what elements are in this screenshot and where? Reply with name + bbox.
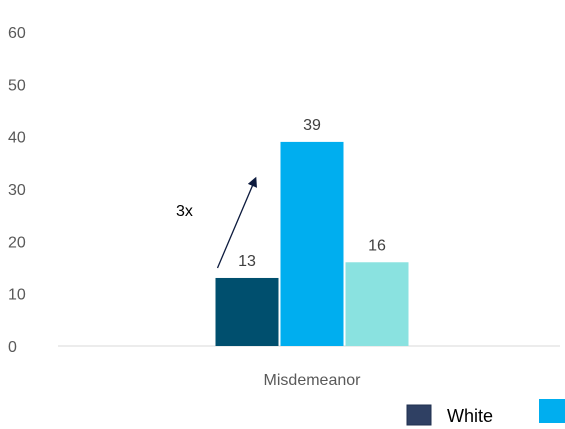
y-axis: 0 10 20 30 40 50 60 — [8, 25, 26, 356]
legend-swatch-white — [406, 404, 432, 426]
bars — [215, 141, 409, 346]
data-labels: 13 39 16 — [238, 117, 386, 270]
legend-label-white: White — [447, 406, 493, 426]
bar-series-3 — [345, 262, 409, 346]
data-label-series-3: 16 — [368, 237, 386, 254]
y-tick-label-20: 20 — [8, 234, 26, 251]
category-label: Misdemeanor — [264, 372, 362, 389]
data-label-series-2: 39 — [303, 117, 321, 134]
y-tick-label-30: 30 — [8, 182, 26, 199]
annotation-arrow — [216, 176, 257, 269]
y-tick-label-50: 50 — [8, 77, 26, 94]
annotation-3x: 3x — [176, 203, 193, 220]
y-tick-label-60: 60 — [8, 25, 26, 42]
bar-series-1 — [215, 277, 279, 346]
data-label-series-1: 13 — [238, 253, 256, 270]
legend: White — [406, 399, 565, 426]
legend-swatch-series-2 — [539, 399, 565, 423]
bar-series-2 — [280, 141, 344, 346]
y-tick-label-10: 10 — [8, 287, 26, 304]
y-tick-label-0: 0 — [8, 339, 17, 356]
y-tick-label-40: 40 — [8, 130, 26, 147]
